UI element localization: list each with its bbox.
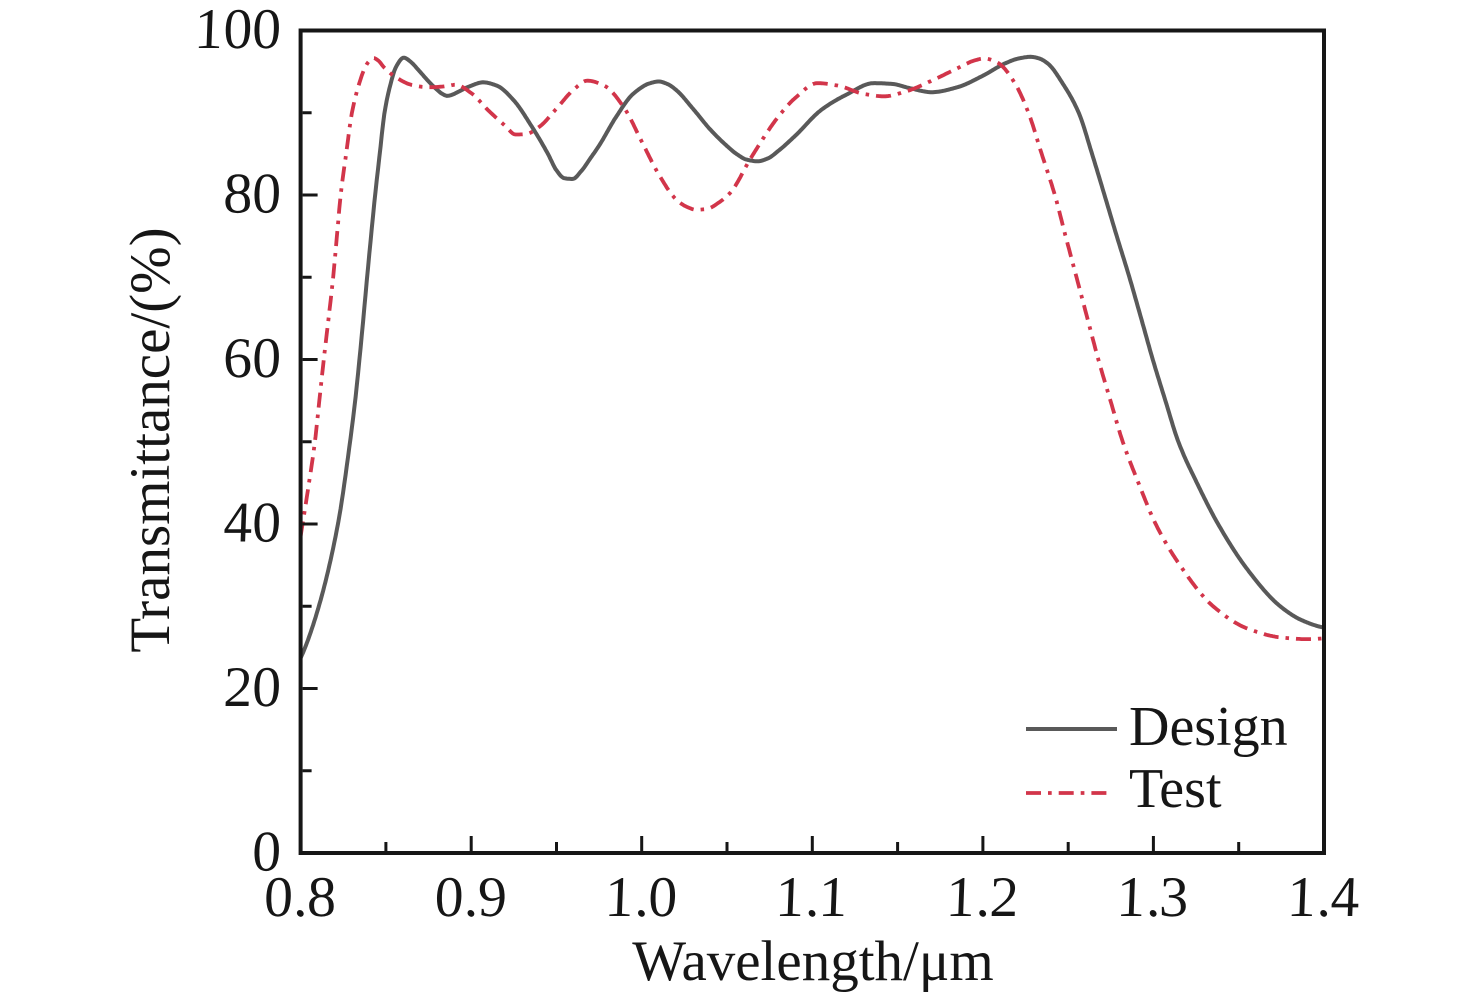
svg-text:1.0: 1.0 xyxy=(600,866,681,929)
svg-text:0.9: 0.9 xyxy=(430,866,511,929)
svg-text:0.8: 0.8 xyxy=(259,866,340,929)
svg-text:0: 0 xyxy=(247,821,285,884)
svg-text:Test: Test xyxy=(1129,758,1222,820)
svg-text:60: 60 xyxy=(219,327,285,390)
svg-text:40: 40 xyxy=(219,492,285,555)
svg-text:1.2: 1.2 xyxy=(941,866,1022,929)
svg-text:Wavelength/μm: Wavelength/μm xyxy=(632,930,994,993)
svg-text:Transmittance/(%): Transmittance/(%) xyxy=(119,227,182,652)
svg-text:1.3: 1.3 xyxy=(1112,866,1193,929)
svg-text:Design: Design xyxy=(1129,696,1288,758)
svg-text:80: 80 xyxy=(219,163,285,226)
svg-text:1.4: 1.4 xyxy=(1283,866,1364,929)
svg-text:20: 20 xyxy=(219,656,285,719)
svg-text:100: 100 xyxy=(190,0,285,61)
svg-text:1.1: 1.1 xyxy=(771,866,852,929)
